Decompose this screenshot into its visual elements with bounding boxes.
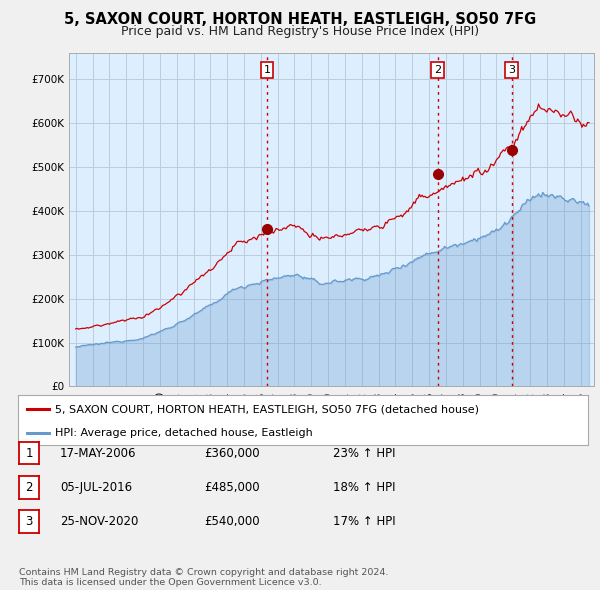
Text: 3: 3 bbox=[25, 515, 33, 528]
Text: 5, SAXON COURT, HORTON HEATH, EASTLEIGH, SO50 7FG: 5, SAXON COURT, HORTON HEATH, EASTLEIGH,… bbox=[64, 12, 536, 27]
Text: £540,000: £540,000 bbox=[204, 515, 260, 528]
Text: 2: 2 bbox=[434, 65, 441, 75]
Text: 5, SAXON COURT, HORTON HEATH, EASTLEIGH, SO50 7FG (detached house): 5, SAXON COURT, HORTON HEATH, EASTLEIGH,… bbox=[55, 404, 479, 414]
Text: 05-JUL-2016: 05-JUL-2016 bbox=[60, 481, 132, 494]
Text: 23% ↑ HPI: 23% ↑ HPI bbox=[333, 447, 395, 460]
Text: HPI: Average price, detached house, Eastleigh: HPI: Average price, detached house, East… bbox=[55, 428, 313, 438]
Text: 1: 1 bbox=[263, 65, 271, 75]
Text: 2: 2 bbox=[25, 481, 33, 494]
Text: 1: 1 bbox=[25, 447, 33, 460]
Text: Contains HM Land Registry data © Crown copyright and database right 2024.
This d: Contains HM Land Registry data © Crown c… bbox=[19, 568, 389, 587]
Text: £485,000: £485,000 bbox=[204, 481, 260, 494]
Text: 17% ↑ HPI: 17% ↑ HPI bbox=[333, 515, 395, 528]
Text: 25-NOV-2020: 25-NOV-2020 bbox=[60, 515, 139, 528]
Text: £360,000: £360,000 bbox=[204, 447, 260, 460]
Text: 17-MAY-2006: 17-MAY-2006 bbox=[60, 447, 137, 460]
Text: Price paid vs. HM Land Registry's House Price Index (HPI): Price paid vs. HM Land Registry's House … bbox=[121, 25, 479, 38]
Text: 18% ↑ HPI: 18% ↑ HPI bbox=[333, 481, 395, 494]
Text: 3: 3 bbox=[508, 65, 515, 75]
